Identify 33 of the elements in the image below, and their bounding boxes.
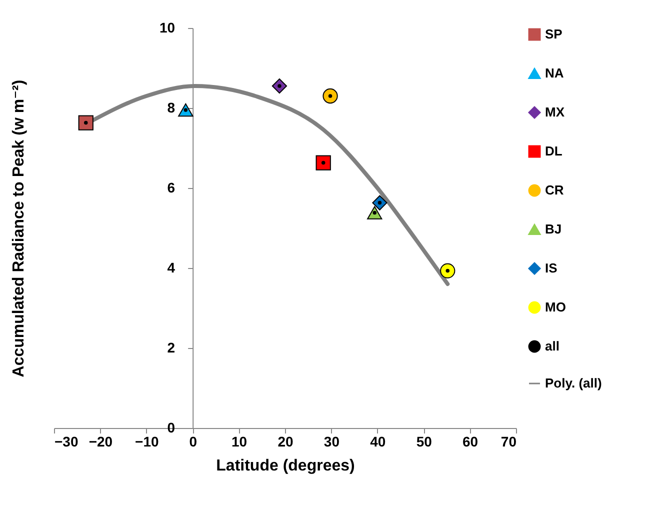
legend-label: all <box>545 338 560 354</box>
x-tick-label: 10 <box>232 434 248 450</box>
legend-label: Poly. (all) <box>545 376 602 390</box>
y-tick-label: 0 <box>167 420 176 436</box>
legend-label: CR <box>545 182 564 198</box>
x-tick-label: −20 <box>88 434 113 450</box>
y-tick-label: 6 <box>167 180 176 196</box>
legend-label: DL <box>545 144 562 158</box>
legend-label: NA <box>545 66 564 80</box>
x-tick-label: 40 <box>370 434 386 450</box>
x-tick-label: 20 <box>278 434 294 450</box>
x-tick-label: 60 <box>462 434 478 450</box>
x-tick-label: 70 <box>500 434 517 450</box>
x-tick-label: 0 <box>189 434 198 450</box>
point <box>322 88 338 104</box>
legend-label: MX <box>545 104 565 120</box>
y-axis-title: Accumulated Radiance to Peak (w m⁻²) <box>10 80 28 378</box>
point <box>78 115 94 130</box>
x-axis-title: Latitude (degrees) <box>216 458 355 474</box>
y-tick-label: 2 <box>167 340 176 356</box>
legend-label: MO <box>545 300 566 314</box>
legend-label: IS <box>545 260 558 276</box>
x-tick-label: −10 <box>135 434 159 450</box>
y-tick-label: 4 <box>167 260 176 276</box>
legend-label: BJ <box>545 222 562 236</box>
y-tick-label: 8 <box>167 100 176 116</box>
x-tick-label: 50 <box>416 434 432 450</box>
x-tick-label: 30 <box>324 434 340 450</box>
x-tick-label: −30 <box>54 434 78 450</box>
y-tick-label: 10 <box>160 20 176 36</box>
legend-label: SP <box>545 26 563 42</box>
point <box>316 155 331 170</box>
point <box>440 263 456 278</box>
